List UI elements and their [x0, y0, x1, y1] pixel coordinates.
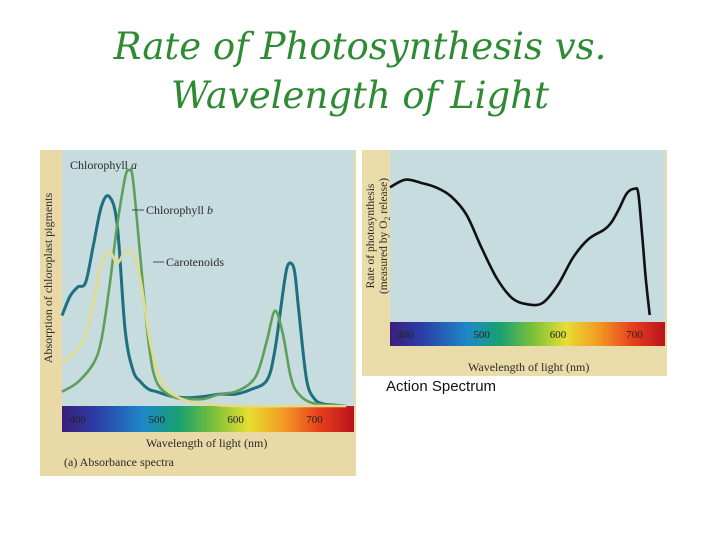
action-spectrum-chart: 400 500 600 700 Rate of photosynthesis (mea…	[365, 150, 665, 374]
curves-group	[389, 178, 651, 316]
tick-label-500: 500	[148, 414, 165, 426]
series-line-chlorophyll-b	[61, 168, 347, 408]
y-axis-label-line-2-pre: (measured by O	[378, 221, 390, 294]
tick-label-700: 700	[626, 329, 643, 341]
action-spectrum-caption: Action Spectrum	[386, 378, 497, 395]
slide-title: Rate of Photosynthesis vs. Wavelength of…	[0, 22, 720, 120]
label-chlorophyll-b: Chlorophyll b	[146, 203, 213, 217]
svg-text:Chlorophyll a: Chlorophyll a	[70, 158, 137, 172]
plot-area	[390, 150, 665, 322]
tick-label-700: 700	[306, 414, 323, 426]
y-axis-label: Rate of photosynthesis	[365, 183, 377, 288]
curves-group	[60, 168, 347, 408]
svg-text:Chlorophyll b: Chlorophyll b	[146, 203, 213, 217]
absorbance-chart: 400 500 600 700 Absorption of chloroplast p…	[41, 150, 354, 469]
plot-area	[62, 150, 354, 406]
slide-title-line-2: Wavelength of Light	[171, 74, 549, 117]
y-axis-label-line-1: Rate of photosynthesis	[365, 183, 377, 288]
slide-title-line-1: Rate of Photosynthesis vs.	[113, 25, 607, 68]
tick-label-500: 500	[473, 329, 490, 341]
tick-label-400: 400	[397, 329, 414, 341]
y-axis-label: Absorption of chloroplast pigments	[41, 193, 55, 364]
series-line-action-spectrum	[389, 178, 651, 316]
tick-label-600: 600	[550, 329, 567, 341]
tick-label-600: 600	[227, 414, 244, 426]
y-axis-label-sub: (measured by O2 release)	[378, 178, 392, 294]
label-chlorophyll-a: Chlorophyll a	[70, 158, 137, 172]
series-line-chlorophyll-a	[60, 194, 347, 408]
label-chlorophyll-b-text: Chlorophyll	[146, 203, 207, 217]
tick-labels-group: 400 500 600 700	[70, 414, 324, 426]
y-axis-label-subscript: 2	[383, 217, 392, 221]
tick-labels-group: 400 500 600 700	[397, 329, 643, 341]
spectrum-bar	[62, 406, 354, 432]
action-spectrum-figure: 400 500 600 700 Rate of photosynthesis (mea…	[362, 150, 667, 376]
x-axis-label: Wavelength of light (nm)	[468, 360, 589, 374]
label-chlorophyll-a-italic: a	[131, 158, 137, 172]
x-axis-label: Wavelength of light (nm)	[146, 436, 267, 450]
absorbance-spectra-figure: 400 500 600 700 Absorption of chloroplast p…	[40, 150, 356, 476]
series-line-carotenoids	[61, 248, 347, 408]
label-chlorophyll-b-italic: b	[207, 203, 213, 217]
figure-caption: (a) Absorbance spectra	[64, 455, 175, 469]
y-axis-label-line-2-post: release)	[378, 178, 390, 217]
label-chlorophyll-a-text: Chlorophyll	[70, 158, 131, 172]
spectrum-bar	[390, 322, 665, 346]
label-carotenoids: Carotenoids	[166, 255, 224, 269]
tick-label-400: 400	[70, 414, 87, 426]
